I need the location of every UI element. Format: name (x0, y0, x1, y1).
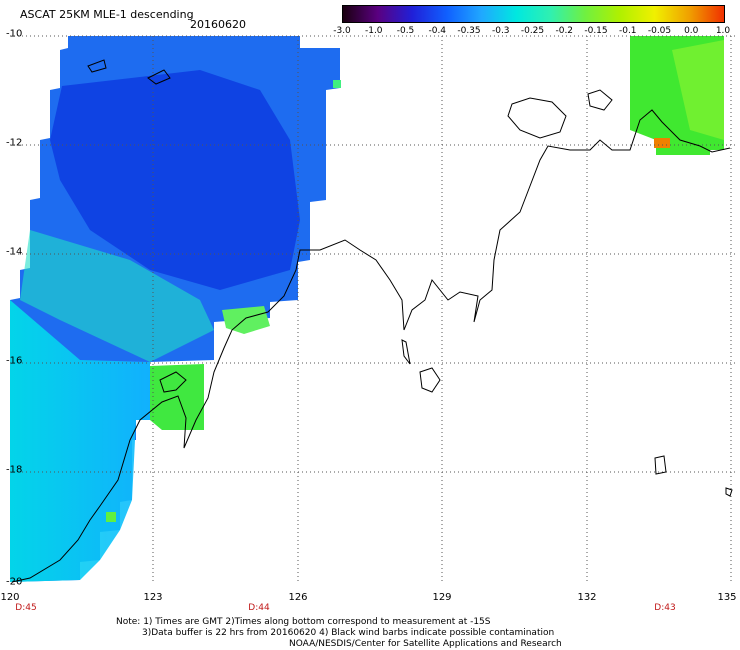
lon-label-120: 120 (0, 592, 20, 603)
time-label-center: D:44 (248, 603, 270, 613)
color-scale-tick: -0.5 (396, 26, 415, 36)
lat-label-18: -18 (6, 464, 23, 476)
swath-core (50, 70, 300, 290)
color-scale-tick: -0.15 (584, 26, 608, 36)
color-scale-tick: -0.2 (555, 26, 574, 36)
lon-label-126: 126 (288, 592, 308, 603)
note-line-1: Note: 1) Times are GMT 2)Times along bot… (116, 617, 491, 627)
color-scale-tick: -0.25 (520, 26, 545, 36)
color-scale-tick: -0.3 (491, 26, 510, 36)
color-scale-tick: -3.0 (333, 26, 351, 36)
lon-label-132: 132 (577, 592, 597, 603)
lon-label-123: 123 (143, 592, 163, 603)
coastline (11, 59, 733, 583)
lat-label-14: -14 (6, 246, 23, 258)
note-line-3: NOAA/NESDIS/Center for Satellite Applica… (289, 639, 562, 649)
color-scale-tick: -0.1 (618, 26, 637, 36)
color-scale-tick: 1.0 (715, 26, 731, 36)
lat-label-20: -20 (6, 576, 23, 588)
map-date: 20160620 (190, 18, 246, 31)
time-label-west: D:45 (15, 603, 37, 613)
lon-label-135: 135 (717, 592, 737, 603)
note-line-2: 3)Data buffer is 22 hrs from 20160620 4)… (142, 628, 555, 638)
lat-label-10: -10 (6, 28, 23, 40)
graticule (10, 35, 735, 582)
lat-label-16: -16 (6, 355, 23, 367)
lat-label-12: -12 (6, 137, 23, 149)
time-label-east: D:43 (654, 603, 676, 613)
color-scale-tick: -0.4 (428, 26, 447, 36)
swath-green-patch (150, 364, 204, 430)
color-scale-tick: 0.0 (684, 26, 699, 36)
color-scale-tick: -0.05 (647, 26, 672, 36)
color-scale-tick: -1.0 (364, 26, 383, 36)
swath-coastal-band (10, 300, 150, 582)
color-scale-tick: -0.35 (457, 26, 481, 36)
color-scale-bar (342, 5, 725, 23)
lon-label-129: 129 (432, 592, 452, 603)
map-title: ASCAT 25KM MLE-1 descending (20, 8, 194, 21)
